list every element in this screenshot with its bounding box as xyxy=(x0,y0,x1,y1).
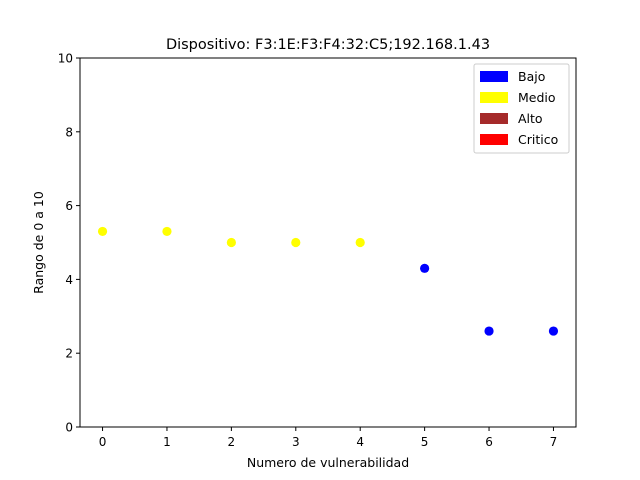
x-tick-label: 5 xyxy=(421,435,429,449)
data-point xyxy=(420,263,430,273)
x-tick-label: 7 xyxy=(550,435,558,449)
data-point xyxy=(355,237,365,248)
legend-label: Medio xyxy=(518,90,556,105)
legend-swatch xyxy=(480,71,508,82)
chart-title: Dispositivo: F3:1E:F3:F4:32:C5;192.168.1… xyxy=(166,37,490,53)
y-tick-label: 2 xyxy=(65,347,73,361)
legend-swatch xyxy=(480,113,508,124)
x-tick-label: 6 xyxy=(485,435,493,449)
legend-label: Bajo xyxy=(518,69,545,84)
legend-swatch xyxy=(480,134,508,145)
x-tick-label: 3 xyxy=(292,435,300,449)
y-tick-label: 8 xyxy=(65,125,73,139)
data-point xyxy=(484,326,494,336)
x-tick-label: 0 xyxy=(99,435,107,449)
data-point xyxy=(548,326,559,336)
y-tick-label: 10 xyxy=(58,52,73,66)
plot-area-frame xyxy=(79,57,577,428)
legend-swatch xyxy=(480,92,508,103)
y-tick-label: 4 xyxy=(65,273,73,287)
x-tick-label: 2 xyxy=(228,435,236,449)
legend: Bajo Medio Alto Critico xyxy=(473,63,570,154)
y-tick-label: 0 xyxy=(65,421,73,435)
legend-label: Critico xyxy=(518,132,558,147)
x-axis-label: Numero de vulnerabilidad xyxy=(247,455,409,470)
data-points xyxy=(97,226,559,336)
x-tick-label: 1 xyxy=(163,435,171,449)
x-axis-ticks: 0 1 2 3 4 5 6 7 xyxy=(99,427,558,449)
y-axis-ticks: 0 2 4 6 8 10 xyxy=(58,52,80,435)
x-tick-label: 4 xyxy=(356,435,364,449)
legend-box xyxy=(473,63,570,154)
data-point xyxy=(162,226,172,237)
legend-label: Alto xyxy=(518,111,543,126)
data-point xyxy=(226,237,236,248)
data-point xyxy=(97,226,108,237)
y-axis-label: Rango de 0 a 10 xyxy=(31,191,46,294)
y-tick-label: 6 xyxy=(65,199,73,213)
data-point xyxy=(291,237,301,248)
